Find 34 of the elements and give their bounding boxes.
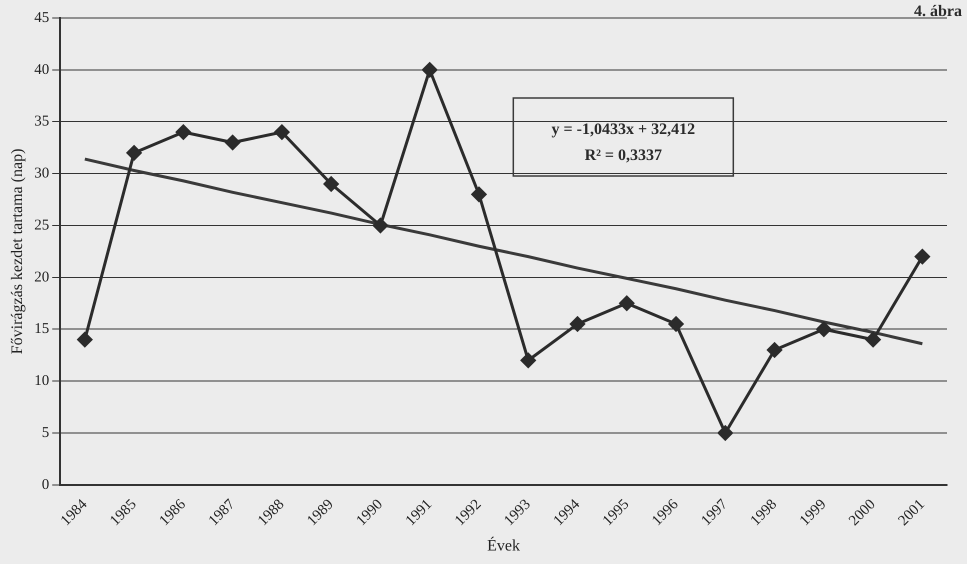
y-tick-label: 0 [42, 476, 50, 493]
point [767, 342, 782, 358]
point [718, 425, 733, 440]
x-axis-title: Évek [487, 536, 520, 555]
y-tick-label: 30 [34, 166, 50, 182]
y-tick-label: 20 [34, 269, 50, 286]
point [372, 218, 388, 233]
point [176, 124, 191, 140]
point [324, 176, 339, 192]
point [866, 332, 881, 348]
y-axis-title: Fővirágzás kezdet tartama (nap) [8, 148, 26, 354]
point [77, 332, 92, 348]
point [816, 322, 832, 337]
point [471, 186, 486, 202]
x-tick-label: 1991 [402, 496, 436, 530]
annotation: y = -1,0433x + 32,412 [552, 121, 696, 138]
point [570, 316, 585, 332]
y-tick-label: 5 [42, 424, 50, 441]
point [126, 145, 142, 160]
point [668, 316, 684, 332]
y-tick-label: 25 [34, 217, 50, 234]
point [274, 124, 290, 140]
point [914, 249, 930, 264]
point [619, 296, 634, 311]
y-tick-label: 10 [34, 373, 50, 390]
point [225, 134, 240, 150]
point [422, 62, 438, 78]
annotation: 4. ábra [914, 3, 962, 20]
point [520, 352, 536, 368]
y-tick-label: 45 [34, 10, 50, 26]
annotation: R² = 0,3337 [584, 147, 662, 164]
y-tick-label: 35 [34, 114, 50, 130]
y-tick-label: 40 [34, 62, 50, 78]
y-tick-label: 15 [34, 321, 50, 338]
